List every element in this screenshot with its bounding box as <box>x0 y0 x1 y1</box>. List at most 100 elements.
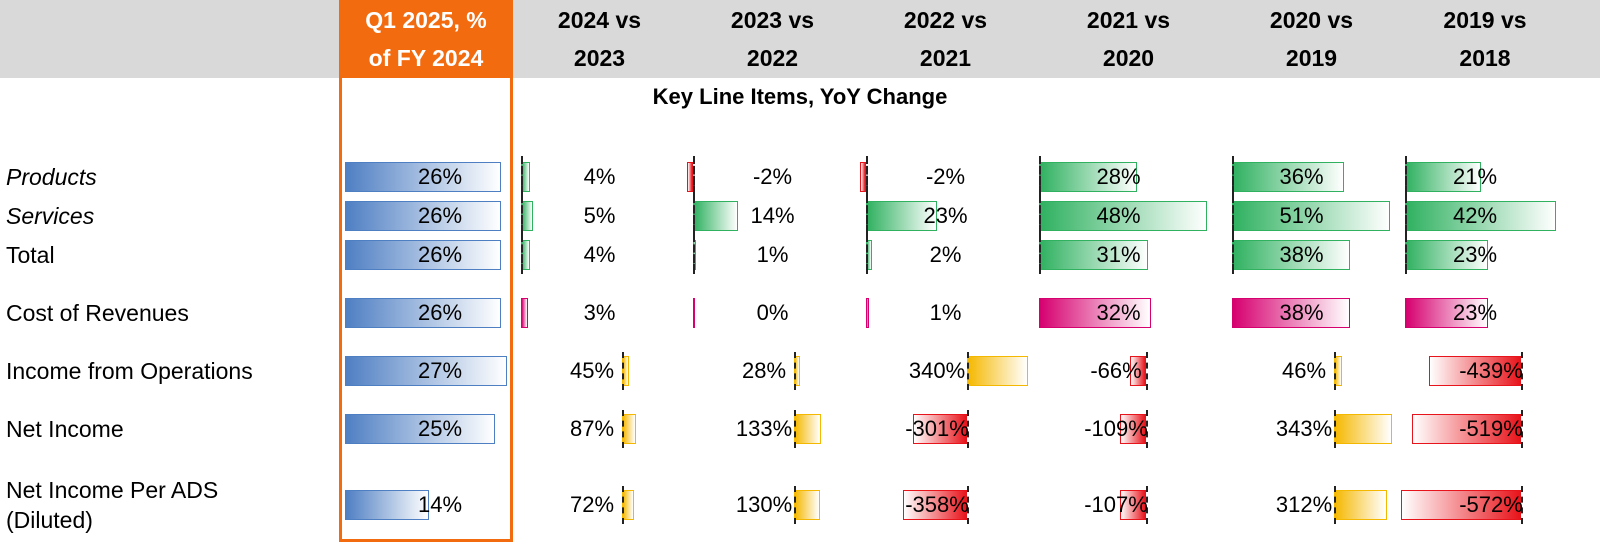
value-label: 26% <box>417 164 463 189</box>
value-label: 4% <box>583 242 616 267</box>
column-header-text: Q1 2025, % of FY 2024 <box>365 1 486 77</box>
axis-line <box>1521 410 1523 448</box>
value-label: 72% <box>569 492 615 517</box>
column-header-6: 2019 vs 2018 <box>1398 0 1572 78</box>
axis-line <box>622 352 624 390</box>
bar <box>1405 162 1481 192</box>
bar <box>1039 298 1151 328</box>
column-header-line: 2021 vs <box>1086 7 1171 33</box>
revenue-axis <box>693 156 695 270</box>
value-label: 343% <box>1275 416 1333 441</box>
q1-column-frame <box>339 0 513 542</box>
row-label-line: Services <box>6 203 95 229</box>
axis-line <box>1334 352 1336 390</box>
column-header-line: 2020 vs <box>1269 7 1354 33</box>
value-label: -439% <box>1459 358 1523 383</box>
bar <box>521 298 528 328</box>
axis-line <box>622 486 624 524</box>
header-band <box>0 0 1600 78</box>
value-label: 28% <box>1096 164 1141 189</box>
value-label: 26% <box>417 300 463 325</box>
value-label: 21% <box>1452 164 1498 189</box>
value-label: -301% <box>905 416 969 441</box>
value-label: 4% <box>583 164 616 189</box>
column-header-line: 2022 vs <box>903 7 988 33</box>
bar <box>1119 414 1146 444</box>
bar <box>1405 201 1557 231</box>
value-label: 38% <box>1279 300 1324 325</box>
value-label: 1% <box>756 242 789 267</box>
bar <box>1120 490 1146 520</box>
column-header-line: 2018 <box>1459 45 1511 71</box>
bar <box>1232 298 1350 328</box>
value-label: 5% <box>583 203 616 228</box>
axis-line <box>1146 486 1148 524</box>
row-label: Net Income <box>6 414 124 444</box>
column-header-line: 2022 <box>746 45 799 71</box>
value-label: 46% <box>1281 358 1327 383</box>
row-label-line: Income from Operations <box>6 358 253 384</box>
bar <box>345 356 507 386</box>
value-label: 0% <box>756 300 789 325</box>
column-header-text: 2019 vs 2018 <box>1443 1 1526 77</box>
bar <box>345 490 429 520</box>
bar <box>345 298 501 328</box>
value-label: 130% <box>735 492 793 517</box>
chart-title: Key Line Items, YoY Change <box>652 84 948 109</box>
axis-line <box>794 486 796 524</box>
value-label: 26% <box>417 242 463 267</box>
bar <box>1405 240 1488 270</box>
bar <box>345 240 501 270</box>
revenue-axis <box>1232 156 1234 270</box>
axis-line <box>967 410 969 448</box>
value-label: -66% <box>1090 358 1142 383</box>
bar <box>1412 414 1521 444</box>
column-header-3: 2022 vs 2021 <box>859 0 1032 78</box>
bar <box>912 414 967 444</box>
bar <box>1334 414 1393 444</box>
value-label: 1% <box>929 300 962 325</box>
row-label: Products <box>6 162 97 192</box>
value-label: 340% <box>908 358 966 383</box>
value-label: 23% <box>923 203 968 228</box>
column-header-text: 2022 vs 2021 <box>904 1 987 77</box>
bar <box>794 414 821 444</box>
value-label: 23% <box>1452 242 1498 267</box>
column-header-line: 2024 vs <box>557 7 642 33</box>
column-header-line: Q1 2025, % <box>365 7 487 33</box>
value-label: 48% <box>1096 203 1141 228</box>
row-label-line: Total <box>6 242 55 268</box>
bar <box>1039 240 1148 270</box>
row-label: Income from Operations <box>6 356 253 386</box>
value-label: -572% <box>1459 492 1523 517</box>
bar <box>693 298 695 328</box>
value-label: -107% <box>1084 492 1148 517</box>
bar <box>345 201 501 231</box>
bar <box>1039 162 1137 192</box>
row-label-line: Net Income <box>6 416 124 442</box>
revenue-axis <box>521 156 523 270</box>
value-label: 42% <box>1452 203 1498 228</box>
axis-line <box>1146 352 1148 390</box>
bar <box>345 414 495 444</box>
column-header-line: of FY 2024 <box>368 45 484 71</box>
row-label: Total <box>6 240 55 270</box>
value-label: 51% <box>1279 203 1324 228</box>
bar <box>345 162 501 192</box>
axis-line <box>1521 486 1523 524</box>
value-label: 14% <box>417 492 463 517</box>
value-label: 45% <box>569 358 615 383</box>
bar <box>866 298 870 328</box>
value-label: -2% <box>752 164 793 189</box>
bar <box>967 356 1029 386</box>
bar <box>1232 162 1344 192</box>
axis-line <box>622 410 624 448</box>
axis-line <box>794 410 796 448</box>
value-label: 14% <box>750 203 795 228</box>
axis-line <box>967 486 969 524</box>
column-header-line: 2023 <box>573 45 626 71</box>
value-label: 28% <box>741 358 787 383</box>
column-header-4: 2021 vs 2020 <box>1032 0 1225 78</box>
column-header-1: 2024 vs 2023 <box>513 0 686 78</box>
bar <box>1039 201 1207 231</box>
